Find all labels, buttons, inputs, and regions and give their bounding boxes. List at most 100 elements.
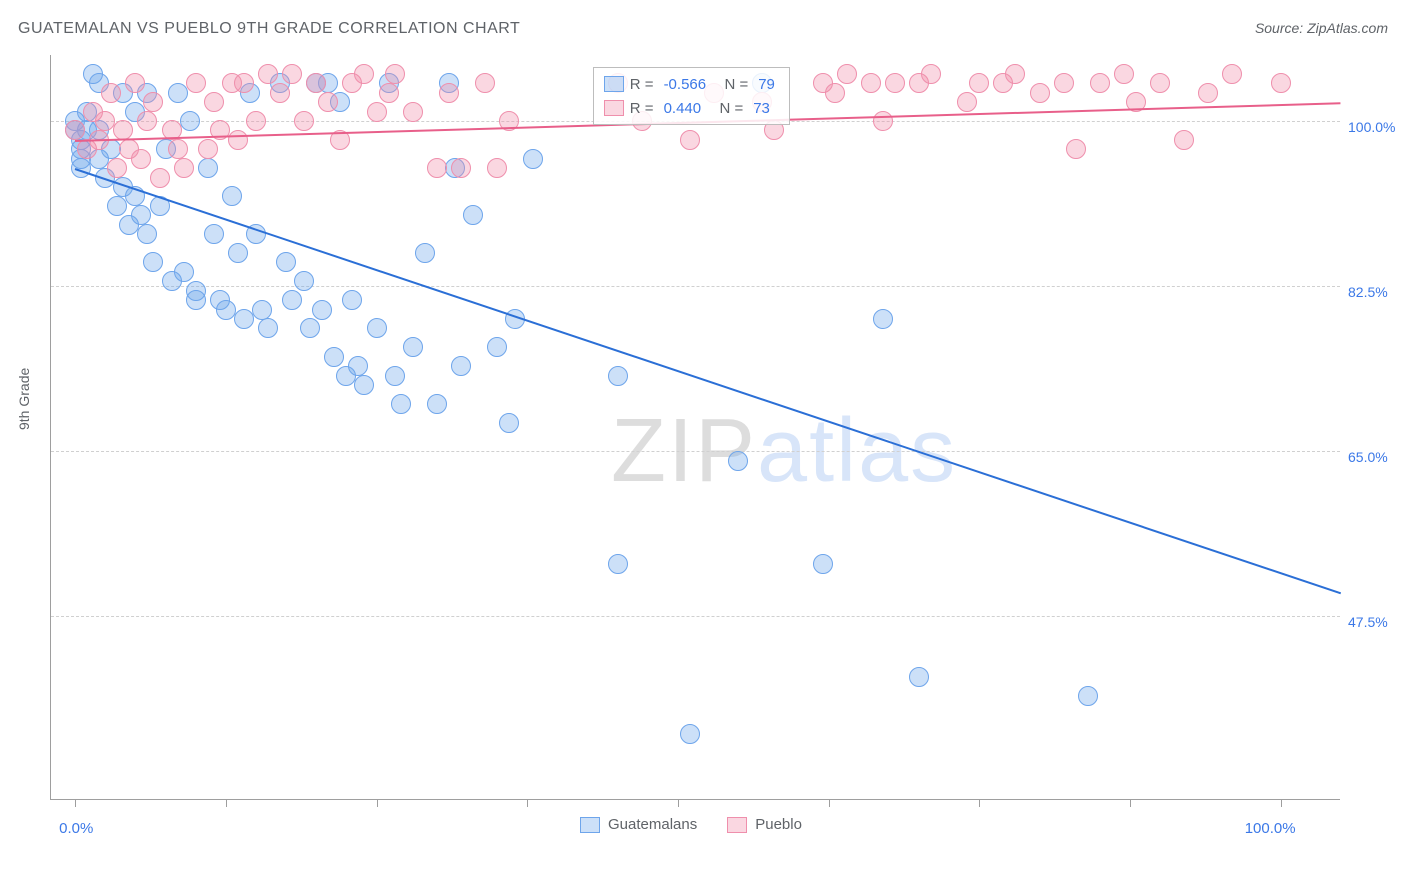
data-point — [198, 139, 218, 159]
data-point — [186, 73, 206, 93]
data-point — [258, 64, 278, 84]
x-axis-min-label: 0.0% — [59, 820, 93, 837]
data-point — [825, 83, 845, 103]
x-tick — [226, 799, 227, 807]
data-point — [415, 243, 435, 263]
data-point — [680, 130, 700, 150]
data-point — [65, 120, 85, 140]
y-tick-label: 82.5% — [1348, 284, 1406, 300]
data-point — [282, 64, 302, 84]
r-label: R = — [630, 100, 654, 117]
data-point — [487, 337, 507, 357]
data-point — [354, 64, 374, 84]
x-axis-max-label: 100.0% — [1245, 820, 1296, 837]
data-point — [1150, 73, 1170, 93]
data-point — [403, 337, 423, 357]
data-point — [234, 309, 254, 329]
data-point — [608, 366, 628, 386]
gridline — [51, 616, 1340, 617]
data-point — [403, 102, 423, 122]
legend-item-guatemalans: Guatemalans — [580, 816, 697, 833]
data-point — [252, 300, 272, 320]
data-point — [499, 413, 519, 433]
x-tick — [527, 799, 528, 807]
data-point — [137, 224, 157, 244]
y-tick-label: 47.5% — [1348, 614, 1406, 630]
data-point — [143, 252, 163, 272]
data-point — [107, 158, 127, 178]
data-point — [1174, 130, 1194, 150]
data-point — [180, 111, 200, 131]
stats-legend-row: R =0.440 N =73 — [604, 96, 779, 120]
data-point — [391, 394, 411, 414]
data-point — [463, 205, 483, 225]
data-point — [131, 149, 151, 169]
n-value: 79 — [754, 76, 779, 93]
data-point — [168, 83, 188, 103]
trend-line — [75, 168, 1342, 594]
data-point — [367, 318, 387, 338]
stats-legend-row: R = -0.566 N = 79 — [604, 72, 779, 96]
plot-area: ZIPatlas R =-0.566 N =79R =0.440 N =73 — [50, 55, 1340, 800]
data-point — [680, 724, 700, 744]
data-point — [1222, 64, 1242, 84]
data-point — [228, 130, 248, 150]
x-tick — [678, 799, 679, 807]
data-point — [385, 64, 405, 84]
data-point — [131, 205, 151, 225]
data-point — [198, 158, 218, 178]
x-tick — [1281, 799, 1282, 807]
source-attribution: Source: ZipAtlas.com — [1255, 20, 1388, 36]
data-point — [258, 318, 278, 338]
data-point — [523, 149, 543, 169]
data-point — [312, 300, 332, 320]
x-tick — [75, 799, 76, 807]
data-point — [101, 83, 121, 103]
r-value: -0.566 — [660, 76, 711, 93]
data-point — [168, 139, 188, 159]
x-tick — [829, 799, 830, 807]
y-tick-label: 65.0% — [1348, 449, 1406, 465]
stats-swatch — [604, 100, 624, 116]
data-point — [385, 366, 405, 386]
data-point — [1030, 83, 1050, 103]
data-point — [270, 83, 290, 103]
data-point — [306, 73, 326, 93]
data-point — [137, 111, 157, 131]
data-point — [451, 158, 471, 178]
data-point — [204, 224, 224, 244]
data-point — [379, 83, 399, 103]
data-point — [216, 300, 236, 320]
data-point — [186, 290, 206, 310]
data-point — [957, 92, 977, 112]
data-point — [150, 168, 170, 188]
data-point — [728, 451, 748, 471]
data-point — [174, 158, 194, 178]
data-point — [318, 92, 338, 112]
gridline — [51, 286, 1340, 287]
data-point — [1090, 73, 1110, 93]
data-point — [969, 73, 989, 93]
data-point — [1005, 64, 1025, 84]
bottom-legend: Guatemalans Pueblo — [580, 816, 802, 833]
stats-swatch — [604, 76, 624, 92]
x-tick — [377, 799, 378, 807]
r-label: R = — [630, 76, 654, 93]
data-point — [246, 111, 266, 131]
data-point — [228, 243, 248, 263]
stats-legend: R = -0.566 N = 79 R =0.440 N =73 — [593, 67, 790, 125]
data-point — [354, 375, 374, 395]
n-label: N = — [716, 76, 748, 93]
data-point — [276, 252, 296, 272]
data-point — [909, 667, 929, 687]
data-point — [1271, 73, 1291, 93]
data-point — [1198, 83, 1218, 103]
gridline — [51, 451, 1340, 452]
swatch-guatemalans — [580, 817, 600, 833]
data-point — [873, 111, 893, 131]
data-point — [451, 356, 471, 376]
data-point — [204, 92, 224, 112]
data-point — [873, 309, 893, 329]
data-point — [1114, 64, 1134, 84]
data-point — [427, 394, 447, 414]
